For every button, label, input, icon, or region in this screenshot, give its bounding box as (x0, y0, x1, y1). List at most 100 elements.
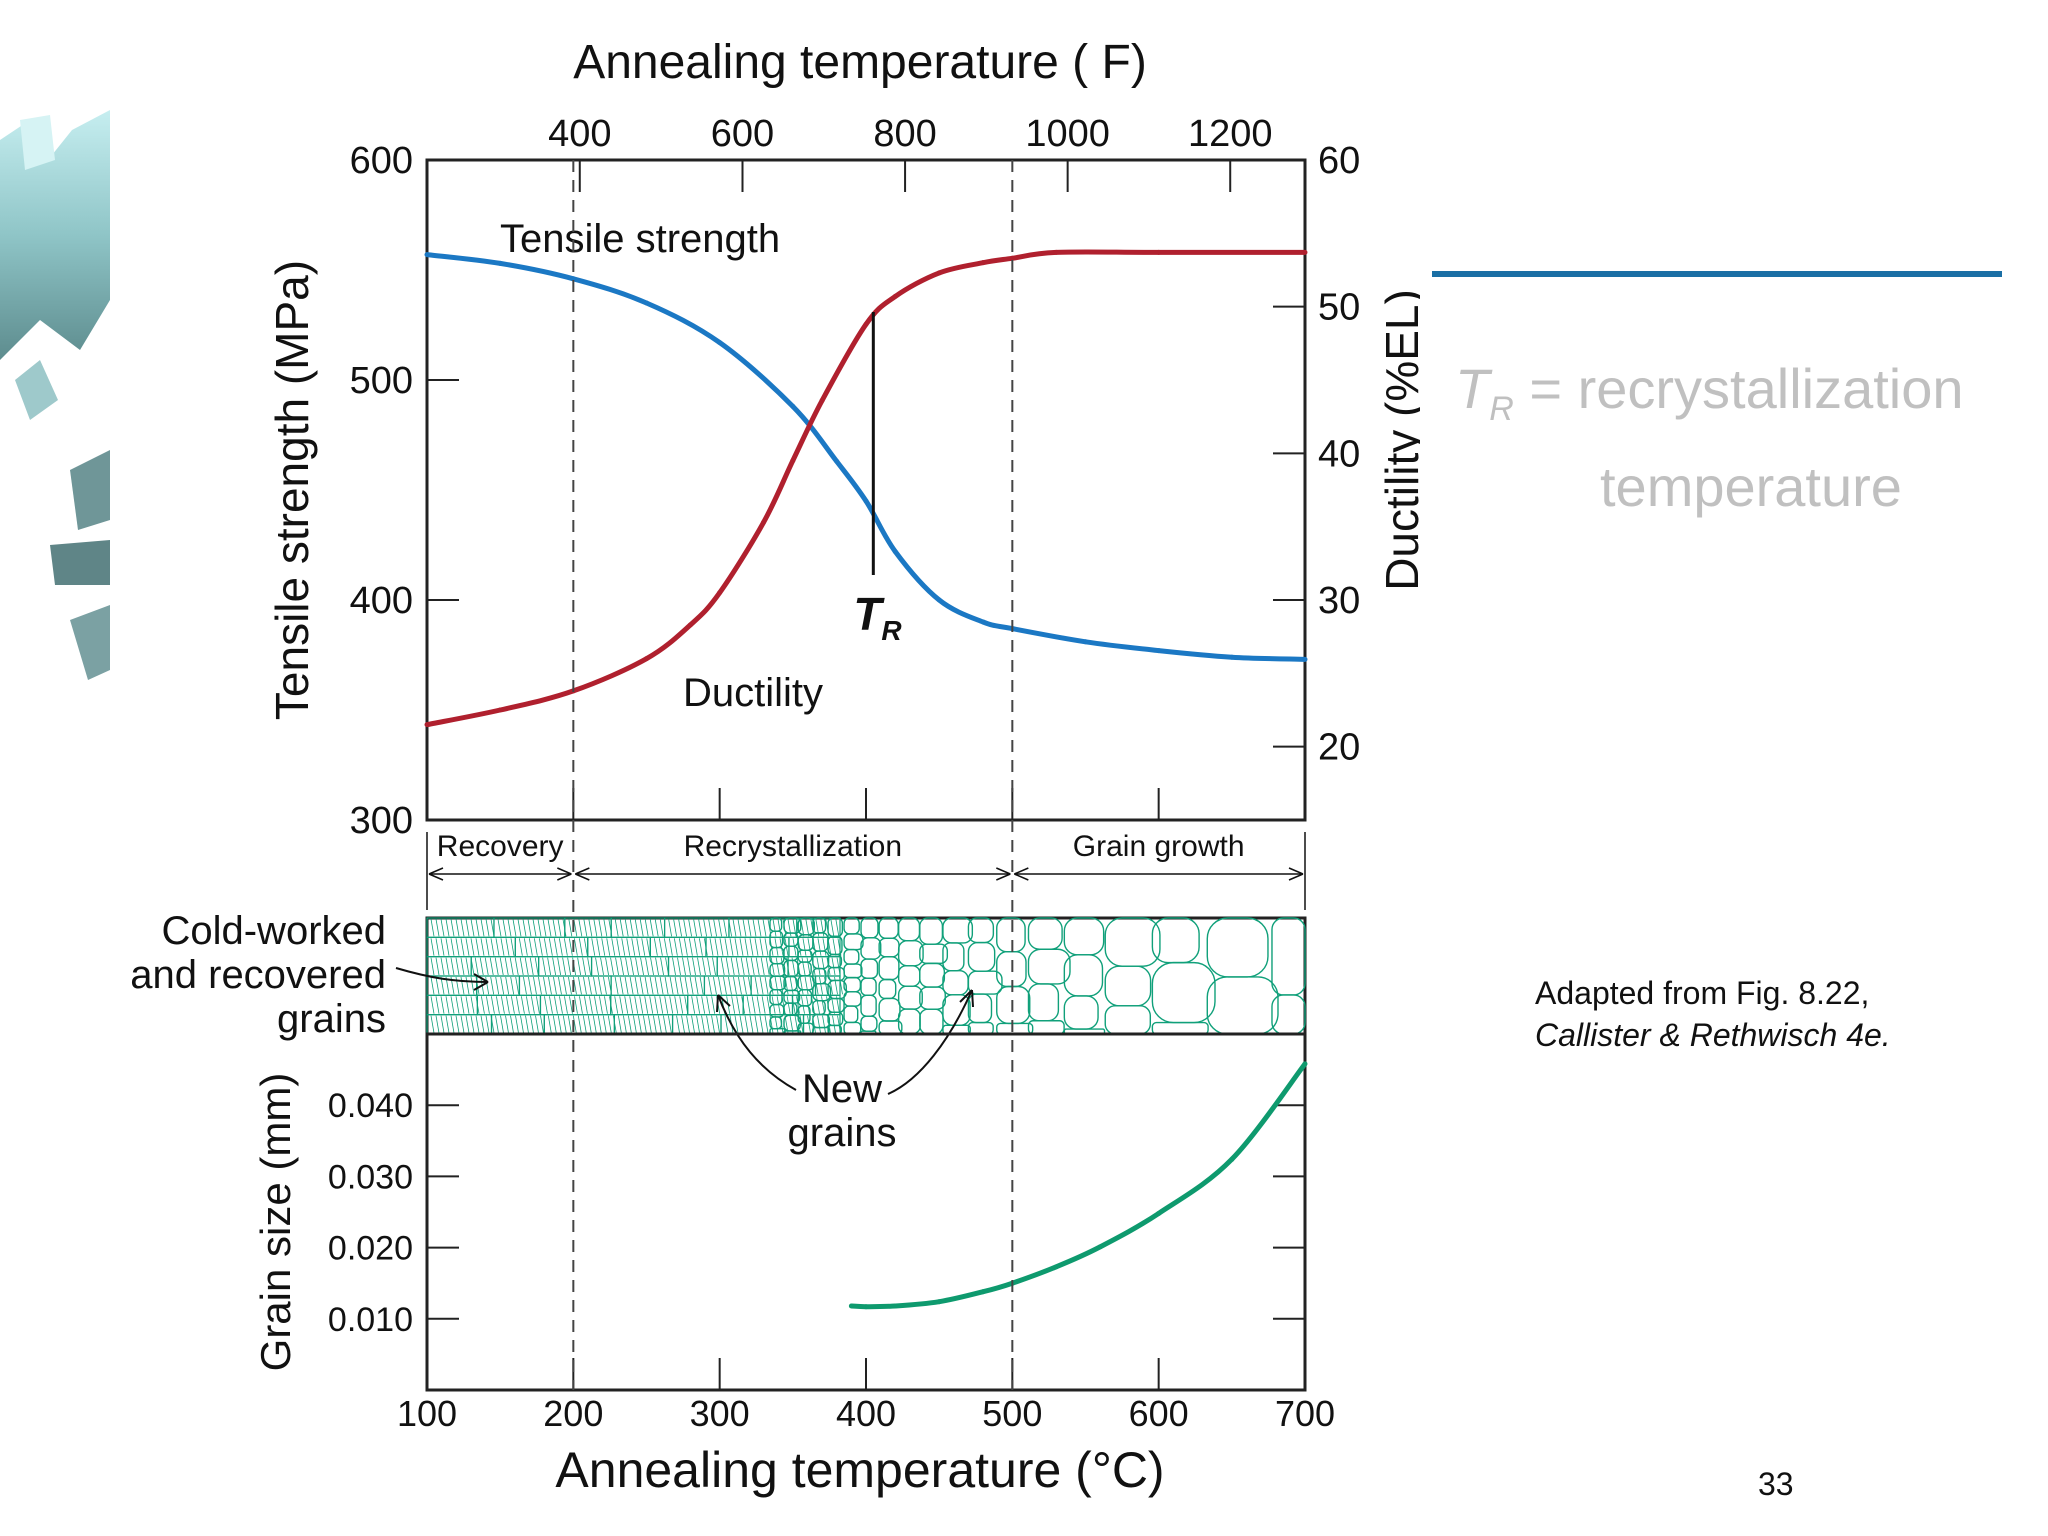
recrystallized-grain (1063, 917, 1105, 956)
grain-hatch-line (724, 1015, 729, 1034)
grain-hatch-line (481, 996, 485, 1014)
grain-hatch-line (696, 1015, 700, 1034)
top-axis-label: Annealing temperature ( F) (573, 36, 1147, 89)
grain-hatch-line (821, 996, 825, 1014)
grain-hatch-line (754, 938, 759, 956)
bottom-axis-ticks: 100 200 300 400 500 600 700 (397, 1358, 1335, 1434)
grain-hatch-line (603, 976, 607, 995)
grain-hatch-line (485, 976, 490, 995)
grain-hatch-line (548, 976, 552, 995)
grain-hatch-line (760, 957, 765, 976)
grain-hatch-line (552, 918, 557, 937)
grain-hatch-line (435, 1015, 440, 1034)
grain-hatch-line (480, 1015, 485, 1034)
recrystallized-grain (967, 941, 996, 972)
grain-hatch-line (598, 918, 603, 937)
grain-hatch-line (658, 938, 663, 956)
grain-hatch-line (750, 957, 755, 976)
recrystallized-grain (783, 959, 799, 978)
new-grains-arrow-left (717, 994, 797, 1091)
bottom-tick-label: 400 (836, 1393, 896, 1434)
grain-hatch-line (568, 918, 573, 937)
grain-hatch-line (538, 976, 542, 995)
grain-hatch-line (615, 957, 619, 976)
grain-hatch-line (588, 918, 593, 937)
grain-hatch-line (536, 996, 540, 1014)
grain-hatch-line (835, 918, 840, 937)
grain-hatch-line (723, 918, 727, 937)
recrystallized-grain (1151, 1021, 1209, 1035)
grain-hatch-line (720, 957, 725, 976)
grain-hatch-line (667, 1015, 672, 1034)
grain-hatch-line (573, 976, 577, 995)
grain-hatch-line (624, 996, 629, 1014)
grain-hatch-line (662, 1015, 667, 1034)
grain-hatch-line (583, 938, 588, 956)
grain-hatch-line (510, 976, 515, 995)
tensile-strength-point (980, 619, 986, 625)
grain-hatch-line (644, 976, 649, 995)
grain-hatch-line (465, 976, 470, 995)
grain-hatch-line (558, 938, 563, 956)
recrystallized-grain (878, 978, 897, 1000)
recrystallized-grain (860, 994, 877, 1017)
grain-hatch-line (532, 918, 537, 937)
grain-hatch-line (606, 938, 611, 956)
cold-worked-grain (426, 975, 478, 996)
grain-hatch-line (440, 1015, 445, 1034)
grain-hatch-line (702, 957, 706, 976)
cold-worked-label-line3: grains (277, 997, 386, 1041)
grain-hatch-line (505, 976, 510, 995)
bottom-tick-label: 300 (690, 1393, 750, 1434)
grain-hatch-line (450, 957, 455, 976)
grain-hatch-line (731, 996, 736, 1014)
tr-definition-text2: temperature (1600, 455, 1902, 518)
recrystallized-grain (919, 1008, 944, 1035)
grain-hatch-line (694, 976, 699, 995)
figure-source: Adapted from Fig. 8.22, Callister & Reth… (1535, 972, 1891, 1056)
grain-hatch-line (499, 957, 504, 976)
accent-rule (1432, 271, 2002, 277)
stage-band: Recovery Recrystallization Grain growth (426, 830, 1306, 910)
grain-hatch-line (779, 976, 784, 995)
grain-hatch-line (693, 918, 697, 937)
grain-hatch-line (486, 996, 490, 1014)
grain-hatch-line (567, 957, 572, 976)
grain-hatch-line (770, 957, 775, 976)
gear-decoration-icon (0, 110, 110, 680)
grain-hatch-line (504, 957, 509, 976)
grain-hatch-line (779, 938, 784, 956)
grain-hatch-line (660, 957, 664, 976)
right-tick-label: 60 (1318, 140, 1360, 182)
right-axis-ticks: 20 30 40 50 60 (1273, 140, 1360, 769)
grain-hatch-line (631, 938, 636, 956)
grain-hatch-line (701, 1015, 705, 1034)
grain-hatch-line (538, 938, 543, 956)
grain-hatch-line (734, 1015, 739, 1034)
tensile-strength-point (863, 498, 869, 504)
grain-size-point (1156, 1210, 1162, 1216)
grain-size-point (863, 1304, 869, 1310)
grain-hatch-line (740, 957, 745, 976)
grain-hatch-line (691, 1015, 695, 1034)
grain-hatch-line (716, 1015, 720, 1034)
grain-hatch-line (528, 938, 533, 956)
bottom-tick-label: 500 (982, 1393, 1042, 1434)
grain-hatch-line (744, 1015, 749, 1034)
recrystallized-grain (878, 956, 900, 981)
recrystallized-grain (860, 958, 879, 979)
recrystallized-grain (878, 997, 901, 1022)
recrystallized-grain (843, 1005, 859, 1024)
grain-hatch-line (567, 1015, 572, 1034)
grain-hatch-line (598, 976, 602, 995)
grain-hatch-line (640, 957, 644, 976)
recrystallized-grain (843, 917, 860, 935)
recrystallized-grain (1104, 965, 1152, 1007)
grain-hatch-line (582, 957, 587, 976)
grain-hatch-line (445, 918, 450, 937)
grain-hatch-line (596, 938, 601, 956)
recrystallized-grain (942, 969, 969, 996)
grain-hatch-line (728, 976, 732, 995)
tensile-strength-point (644, 300, 649, 306)
grain-hatch-line (692, 957, 696, 976)
